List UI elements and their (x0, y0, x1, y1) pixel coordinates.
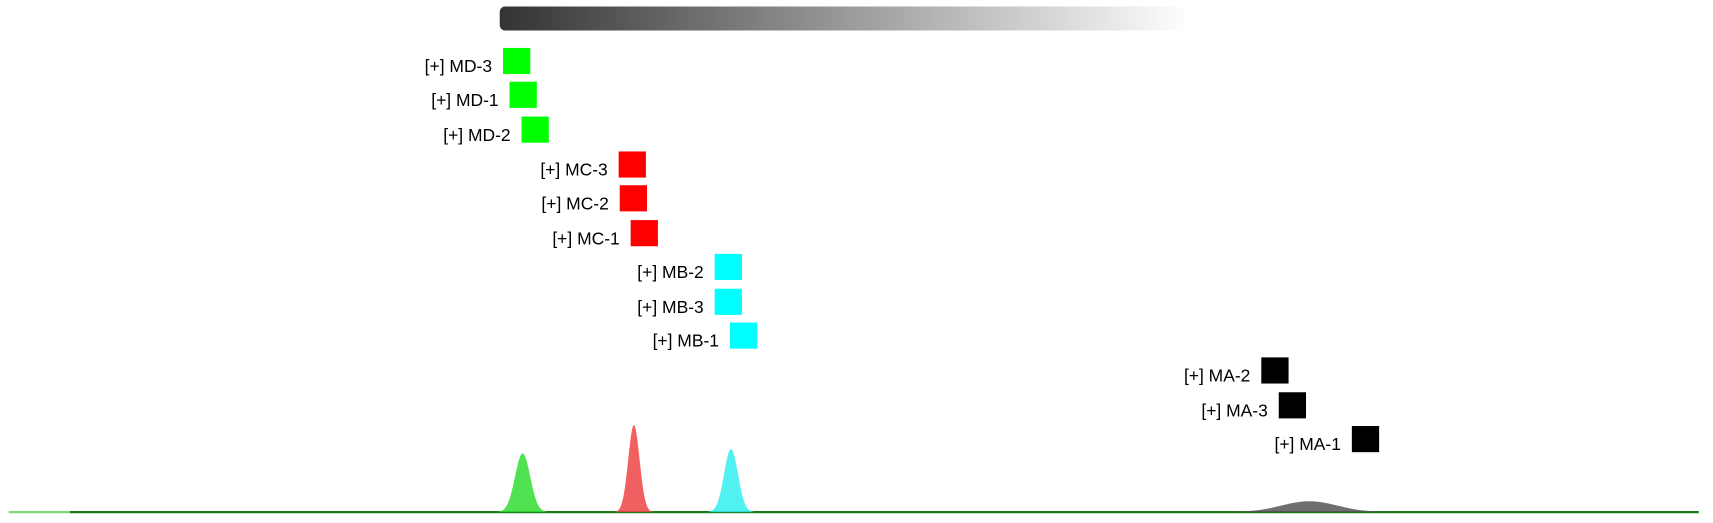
marker-label[interactable]: [+] MA-3 (1201, 400, 1267, 420)
marker-label[interactable]: [+] MA-2 (1184, 366, 1250, 386)
marker-square[interactable] (714, 288, 742, 315)
gradient-bar (499, 6, 1190, 31)
peak (614, 424, 654, 513)
marker-square[interactable] (729, 322, 758, 349)
marker-square[interactable] (1278, 392, 1307, 419)
marker-label[interactable]: [+] MA-1 (1275, 434, 1341, 454)
marker-square[interactable] (618, 151, 646, 178)
marker-label[interactable]: [+] MB-3 (637, 297, 703, 317)
marker-label[interactable]: [+] MC-3 (540, 160, 607, 180)
marker-square[interactable] (502, 47, 531, 75)
marker-label[interactable]: [+] MC-2 (541, 193, 608, 213)
marker-square[interactable] (619, 185, 648, 212)
marker-label[interactable]: [+] MD-1 (431, 90, 498, 110)
marker-label[interactable]: [+] MD-2 (443, 125, 510, 145)
peak (1213, 501, 1406, 513)
peak (496, 453, 549, 513)
peak (707, 448, 756, 513)
marker-label[interactable]: [+] MB-2 (637, 262, 703, 282)
marker-square[interactable] (630, 220, 658, 247)
marker-square[interactable] (1261, 357, 1289, 384)
marker-square[interactable] (509, 81, 537, 108)
marker-label[interactable]: [+] MB-1 (653, 331, 719, 351)
marker-label[interactable]: [+] MC-1 (552, 228, 619, 248)
marker-square[interactable] (521, 116, 549, 143)
marker-label[interactable]: [+] MD-3 (425, 56, 492, 76)
marker-square[interactable] (1351, 426, 1380, 453)
marker-square[interactable] (714, 253, 742, 281)
